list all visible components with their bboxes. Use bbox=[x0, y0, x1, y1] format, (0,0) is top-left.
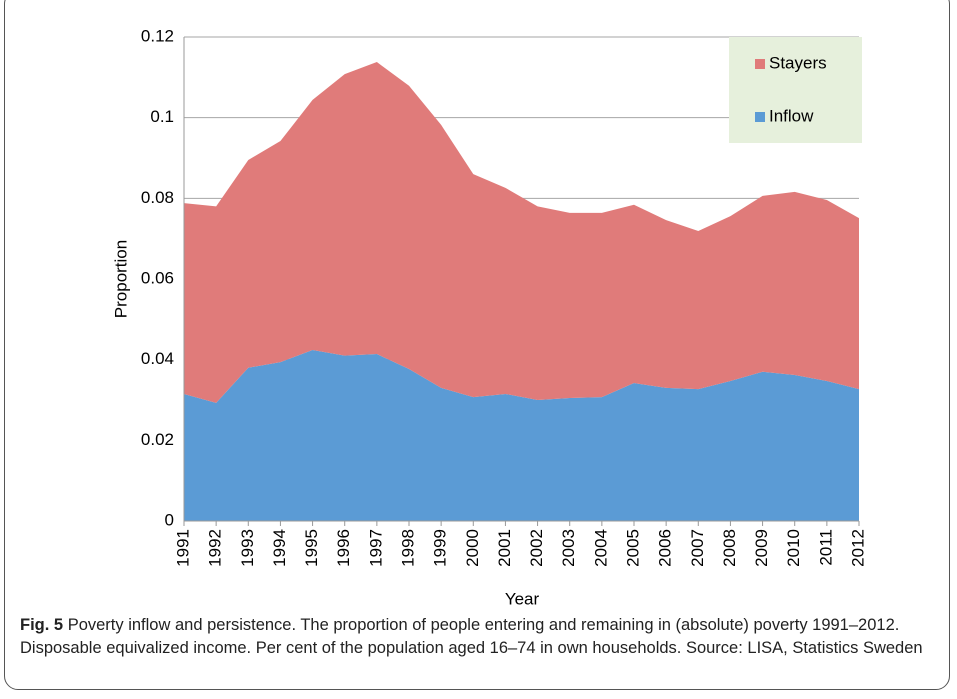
x-tick-label: 2002 bbox=[527, 529, 546, 567]
x-tick-label: 2008 bbox=[720, 529, 739, 567]
chart: Proportion Year 0 0.02 0.04 0.06 0.08 0.1 0.12… bbox=[111, 26, 867, 608]
y-tick-label: 0.12 bbox=[141, 26, 174, 45]
y-tick-label: 0 bbox=[165, 510, 174, 529]
legend-box bbox=[729, 37, 862, 143]
area bbox=[184, 349, 859, 521]
caption: Fig. 5 Poverty inflow and persistence. T… bbox=[20, 614, 940, 660]
legend-label: Stayers bbox=[769, 53, 827, 72]
y-tick-label: 0.06 bbox=[141, 268, 174, 287]
legend-label: Inflow bbox=[769, 106, 814, 125]
y-tick-label: 0.1 bbox=[150, 107, 174, 126]
x-axis-title: Year bbox=[505, 589, 540, 608]
x-tick-label: 2005 bbox=[623, 529, 642, 567]
y-tick-label: 0.08 bbox=[141, 188, 174, 207]
y-tick-label: 0.04 bbox=[141, 349, 174, 368]
x-tick-label: 1991 bbox=[173, 529, 192, 567]
x-tick-label: 2009 bbox=[752, 529, 771, 567]
x-tick-label: 1995 bbox=[302, 529, 321, 567]
x-tick-label: 2004 bbox=[591, 529, 610, 567]
x-tick-label: 1993 bbox=[238, 529, 257, 567]
x-tick-label: 1996 bbox=[334, 529, 353, 567]
legend-swatch bbox=[755, 59, 765, 69]
area bbox=[184, 62, 859, 403]
x-tick-label: 2012 bbox=[848, 529, 867, 567]
x-tick-label: 1994 bbox=[270, 529, 289, 567]
x-tick-label: 2006 bbox=[656, 529, 675, 567]
x-tick-label: 2010 bbox=[784, 529, 803, 567]
x-tick-label: 1998 bbox=[398, 529, 417, 567]
y-axis-title: Proportion bbox=[111, 240, 130, 318]
x-tick-label: 2011 bbox=[816, 529, 835, 566]
y-tick-label: 0.02 bbox=[141, 430, 174, 449]
caption-label: Fig. 5 bbox=[20, 616, 64, 634]
x-tick-label: 1992 bbox=[206, 529, 225, 567]
card-frame bbox=[4, 0, 950, 690]
x-tick-label: 2003 bbox=[559, 529, 578, 567]
x-tick-label: 2007 bbox=[688, 529, 707, 567]
legend-swatch bbox=[755, 112, 765, 122]
x-tick-label: 2001 bbox=[495, 529, 514, 567]
x-tick-label: 1999 bbox=[431, 529, 450, 567]
x-tick-label: 1997 bbox=[366, 529, 385, 567]
x-tick-label: 2000 bbox=[463, 529, 482, 567]
caption-text: Poverty inflow and persistence. The prop… bbox=[20, 616, 923, 657]
